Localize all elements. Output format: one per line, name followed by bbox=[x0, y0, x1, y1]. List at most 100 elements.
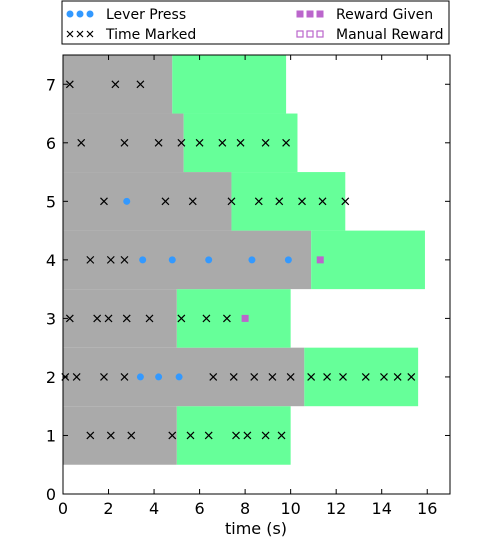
legend-marker-lever-press bbox=[86, 10, 94, 18]
legend-label: Reward Given bbox=[336, 7, 433, 23]
time-marked-point bbox=[86, 431, 95, 440]
x-tick-label: 4 bbox=[149, 499, 159, 518]
x-tick-label: 6 bbox=[194, 499, 204, 518]
legend-marker-reward-given bbox=[296, 10, 304, 18]
time-marked-point bbox=[318, 197, 327, 206]
legend-marker-reward-given bbox=[306, 10, 314, 18]
time-marked-point bbox=[218, 138, 227, 147]
legend-marker-time-marked bbox=[76, 30, 84, 38]
legend-marker-reward-given bbox=[316, 10, 324, 18]
legend-marker-manual-reward bbox=[296, 30, 304, 38]
legend-marker-manual-reward bbox=[306, 30, 314, 38]
y-tick-label: 4 bbox=[46, 251, 56, 270]
time-marked-point bbox=[111, 80, 120, 89]
time-marked-point bbox=[407, 373, 416, 381]
gray-band-trial-5 bbox=[63, 172, 232, 231]
time-marked-point bbox=[93, 314, 102, 323]
x-tick-label: 16 bbox=[417, 499, 437, 518]
x-tick-label: 14 bbox=[372, 499, 392, 518]
y-tick-label: 1 bbox=[46, 426, 56, 445]
time-marked-point bbox=[250, 373, 259, 381]
time-marked-point bbox=[307, 373, 316, 381]
green-band-trial-1 bbox=[176, 406, 291, 465]
time-marked-point bbox=[204, 431, 213, 440]
time-marked-point bbox=[104, 314, 113, 323]
x-tick-label: 0 bbox=[58, 499, 68, 518]
legend-marker-time-marked bbox=[86, 30, 94, 38]
y-tick-label: 2 bbox=[46, 368, 56, 387]
lever-press-point bbox=[155, 373, 163, 381]
time-marked-point bbox=[393, 373, 402, 381]
time-marked-point bbox=[236, 138, 245, 147]
time-marked-point bbox=[254, 197, 263, 206]
time-marked-point bbox=[120, 138, 129, 147]
y-tick-label: 5 bbox=[46, 192, 56, 211]
time-marked-point bbox=[72, 373, 81, 381]
time-marked-point bbox=[65, 80, 74, 89]
lever-press-point bbox=[248, 256, 256, 264]
time-marked-point bbox=[282, 138, 291, 147]
time-marked-point bbox=[227, 197, 236, 206]
lever-press-point bbox=[168, 256, 176, 264]
time-marked-point bbox=[106, 431, 115, 440]
data-marks bbox=[61, 80, 416, 440]
time-marked-point bbox=[261, 431, 270, 440]
lever-press-point bbox=[139, 256, 147, 264]
green-band-trial-2 bbox=[304, 347, 419, 407]
lever-press-point bbox=[205, 256, 213, 264]
trial-bands bbox=[63, 55, 425, 465]
reward-given-point bbox=[241, 314, 249, 322]
green-band-trial-4 bbox=[311, 230, 425, 290]
time-marked-point bbox=[120, 373, 129, 381]
time-marked-point bbox=[268, 373, 277, 381]
legend-label: Time Marked bbox=[105, 27, 196, 43]
x-tick-label: 8 bbox=[240, 499, 250, 518]
time-marked-point bbox=[177, 138, 186, 147]
time-marked-point bbox=[161, 197, 170, 206]
legend: Lever Press Reward Given Time Marked Manual… bbox=[61, 0, 450, 45]
time-marked-point bbox=[100, 197, 108, 206]
lever-press-point bbox=[175, 373, 183, 381]
legend-marker-time-marked bbox=[66, 30, 74, 38]
time-marked-point bbox=[275, 197, 284, 206]
time-marked-point bbox=[361, 373, 370, 381]
lever-press-point bbox=[123, 197, 131, 205]
legend-marker-manual-reward bbox=[316, 30, 324, 38]
time-marked-point bbox=[202, 314, 211, 323]
legend-marker-lever-press bbox=[76, 10, 84, 18]
gray-band-trial-4 bbox=[63, 230, 312, 290]
x-tick-label: 2 bbox=[103, 499, 113, 518]
time-marked-point bbox=[339, 373, 347, 381]
time-marked-point bbox=[298, 197, 306, 206]
legend-label: Lever Press bbox=[106, 7, 186, 23]
time-marked-point bbox=[65, 314, 74, 323]
lever-press-point bbox=[284, 256, 292, 264]
reward-given-point bbox=[316, 256, 324, 264]
time-marked-point bbox=[154, 138, 163, 147]
time-marked-point bbox=[341, 197, 350, 206]
time-marked-point bbox=[232, 431, 240, 440]
time-marked-point bbox=[136, 80, 145, 89]
x-tick-label: 10 bbox=[280, 499, 300, 518]
time-marked-point bbox=[195, 138, 204, 147]
legend-box bbox=[61, 0, 450, 45]
time-marked-point bbox=[243, 431, 252, 440]
time-marked-point bbox=[145, 314, 154, 323]
green-band-trial-5 bbox=[231, 172, 346, 231]
gray-band-trial-7 bbox=[63, 55, 173, 114]
time-marked-point bbox=[380, 373, 388, 381]
time-marked-point bbox=[122, 314, 131, 323]
time-marked-point bbox=[106, 255, 115, 264]
y-tick-label: 6 bbox=[46, 134, 56, 153]
time-marked-point bbox=[77, 138, 86, 147]
time-marked-point bbox=[100, 373, 108, 381]
time-marked-point bbox=[261, 138, 270, 147]
legend-marker-lever-press bbox=[66, 10, 74, 18]
time-marked-point bbox=[286, 373, 295, 381]
green-band-trial-7 bbox=[172, 55, 287, 114]
gray-band-trial-6 bbox=[63, 113, 184, 173]
time-marked-point bbox=[277, 431, 286, 440]
x-tick-label: 12 bbox=[326, 499, 346, 518]
time-marked-point bbox=[229, 373, 238, 381]
